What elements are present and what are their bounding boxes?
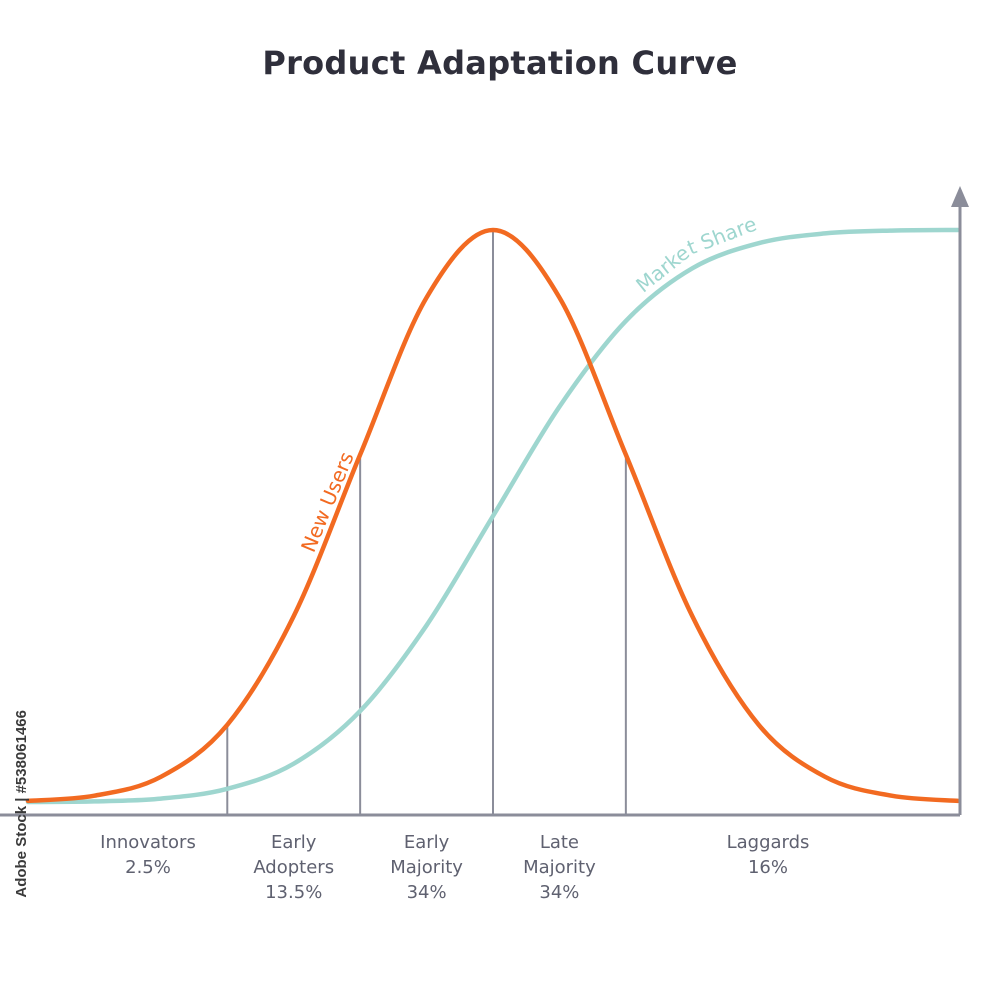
segment-name-line: Laggards [727, 832, 810, 853]
segment-name-line: Early [271, 832, 317, 853]
segment-label-early-majority: Early Majority 34% [390, 832, 463, 903]
segment-label-laggards: Laggards 16% [727, 832, 810, 878]
chart-title: Product Adaptation Curve [262, 44, 738, 82]
segment-percent: 34% [407, 882, 447, 903]
segment-percent: 34% [539, 882, 579, 903]
series-label-market-share: Market Share [631, 212, 759, 298]
series-label-text: Market Share [631, 212, 759, 298]
segment-percent: 16% [748, 857, 788, 878]
y-axis-arrow-icon [951, 186, 969, 207]
series-path-market-share [25, 227, 961, 805]
segment-label-early-adopters: Early Adopters 13.5% [253, 832, 334, 903]
segment-label-innovators: Innovators 2.5% [100, 832, 196, 878]
segment-name-line: Late [540, 832, 579, 853]
segment-percent: 2.5% [125, 857, 171, 878]
segment-name-line: Majority [390, 857, 463, 878]
segment-name-line: Early [404, 832, 450, 853]
segment-name-line: Adopters [253, 857, 334, 878]
segment-label-late-majority: Late Majority 34% [523, 832, 596, 903]
segment-name-line: Majority [523, 857, 596, 878]
series-path-new-users [25, 227, 961, 804]
segment-name-line: Innovators [100, 832, 196, 853]
segment-percent: 13.5% [265, 882, 322, 903]
